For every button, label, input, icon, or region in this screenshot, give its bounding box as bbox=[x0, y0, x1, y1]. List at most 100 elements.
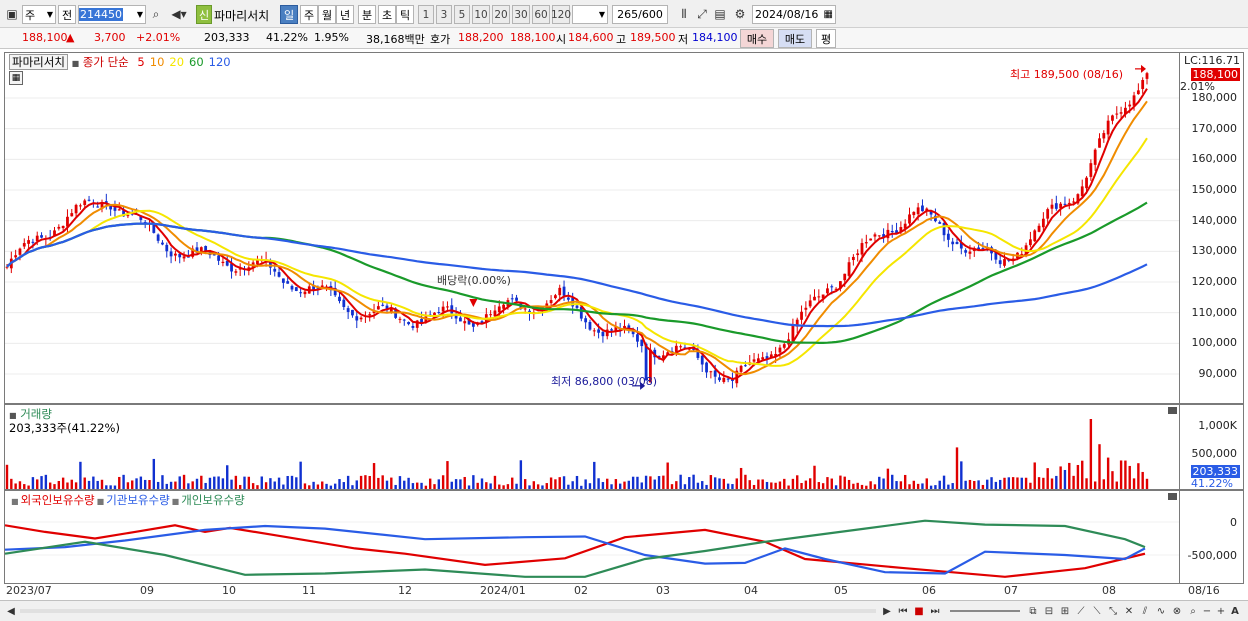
fibo-tool-icon[interactable]: ⟍ bbox=[1093, 605, 1101, 617]
cross-tool-icon[interactable]: ✕ bbox=[1124, 605, 1134, 617]
rewind-icon[interactable]: ⏮ bbox=[898, 605, 908, 617]
layout-icon[interactable]: ⊟ bbox=[1044, 605, 1054, 617]
volume-bar bbox=[601, 482, 605, 489]
volume-bar bbox=[346, 475, 350, 489]
period-tab[interactable]: 월 bbox=[318, 5, 336, 24]
font-size-icon[interactable]: A bbox=[1231, 605, 1239, 617]
interval-button[interactable]: 120 bbox=[551, 5, 571, 24]
pane-minimize-icon[interactable] bbox=[1168, 493, 1177, 500]
interval-button[interactable]: 5 bbox=[454, 5, 470, 24]
interval-button[interactable]: 20 bbox=[492, 5, 510, 24]
dividend-annotation: 배당락(0.00%) bbox=[437, 274, 511, 287]
line-tool-icon[interactable]: ⟋ bbox=[1077, 605, 1085, 617]
period-tab[interactable]: 년 bbox=[336, 5, 354, 24]
holdings-chart-pane[interactable]: ■ 외국인보유수량 ■ 기관보유수량 ■ 개인보유수량 bbox=[4, 490, 1180, 584]
candle-body bbox=[674, 345, 678, 352]
volume-bar bbox=[519, 460, 523, 489]
scrollbar-track[interactable] bbox=[20, 609, 876, 613]
interval-button[interactable]: 3 bbox=[436, 5, 452, 24]
minus-icon[interactable]: − bbox=[1202, 605, 1212, 617]
volume-bar bbox=[1072, 475, 1075, 489]
volume-bar bbox=[411, 483, 415, 489]
ma-legend-10: 10 bbox=[149, 55, 165, 69]
volume-bar bbox=[994, 481, 998, 489]
speed-slider[interactable] bbox=[950, 610, 1020, 612]
scroll-right-icon[interactable]: ▶ bbox=[883, 605, 891, 617]
interval-button[interactable]: 30 bbox=[512, 5, 530, 24]
scroll-toolbar: ◀ ▶ ⏮ ■ ⏭ ⧉ ⊟ ⊞ ⟋ ⟍ ⤡ ✕ ⫽ ∿ ⊗ ⌕ − + A bbox=[0, 600, 1248, 621]
volume-bar bbox=[752, 484, 756, 489]
speaker-icon[interactable]: ◀▾ bbox=[171, 7, 187, 21]
volume-current-tag: 203,333 bbox=[1190, 465, 1240, 478]
volume-chart-pane[interactable]: ■ 거래량 203,333주(41.22%) bbox=[4, 404, 1180, 490]
fast-forward-icon[interactable]: ⏭ bbox=[930, 605, 940, 617]
interval-custom-select[interactable]: ▼ bbox=[572, 5, 608, 24]
candle-body bbox=[1020, 253, 1024, 255]
volume-bar bbox=[817, 482, 821, 489]
interval-button[interactable]: 60 bbox=[532, 5, 550, 24]
high-annotation: 최고 189,500 (08/16) bbox=[1009, 68, 1123, 81]
period-tab[interactable]: 초 bbox=[378, 5, 396, 24]
scroll-left-icon[interactable]: ◀ bbox=[7, 605, 15, 617]
window-layout-icon[interactable]: ▣ bbox=[6, 7, 18, 21]
volume-bar bbox=[610, 484, 613, 489]
table-view-icon[interactable]: ▦ bbox=[9, 71, 23, 85]
trend-tool-icon[interactable]: ⤡ bbox=[1109, 605, 1117, 617]
split-icon[interactable]: ⊞ bbox=[1060, 605, 1070, 617]
stock-code-input[interactable]: 214450 ▼ bbox=[78, 5, 146, 24]
volume-bar bbox=[778, 481, 782, 489]
candle-body bbox=[597, 329, 600, 333]
gear-icon[interactable]: ⚙ bbox=[734, 7, 746, 21]
pane-minimize-icon[interactable] bbox=[1168, 407, 1177, 414]
volume-bar bbox=[1093, 481, 1097, 489]
chart-tools-icon[interactable]: ⤢ bbox=[697, 6, 707, 21]
volume-bar bbox=[372, 463, 376, 489]
price-chart-pane[interactable]: 파마리서치 ■ 종가 단순 5 10 20 60 120 ▦ 최고 189,500 (0… bbox=[4, 52, 1180, 404]
zoom-out-icon[interactable]: ⌕ bbox=[1190, 605, 1196, 617]
candle-body bbox=[1128, 104, 1132, 107]
volume-bar bbox=[204, 482, 207, 489]
volume-bar bbox=[277, 477, 281, 489]
stop-icon[interactable]: ■ bbox=[914, 605, 924, 617]
prev-button[interactable]: 전 bbox=[58, 5, 76, 24]
plus-icon[interactable]: + bbox=[1216, 605, 1226, 617]
interval-button[interactable]: 1 bbox=[418, 5, 434, 24]
search-icon[interactable]: ⌕ bbox=[152, 6, 160, 21]
wave-tool-icon[interactable]: ∿ bbox=[1156, 605, 1166, 617]
buy-button[interactable]: 매수 bbox=[740, 29, 774, 48]
count-total: /600 bbox=[638, 8, 663, 21]
interval-button[interactable]: 10 bbox=[472, 5, 490, 24]
calendar-icon[interactable]: ▦ bbox=[823, 9, 833, 20]
candle-body bbox=[273, 268, 277, 272]
volume-chart-svg[interactable] bbox=[5, 405, 1180, 490]
candle-body bbox=[35, 235, 39, 242]
price-chart-svg[interactable] bbox=[5, 53, 1180, 404]
magnet-icon[interactable]: ⊗ bbox=[1172, 605, 1182, 617]
price-y-axis[interactable]: LC:116.71 188,100 2.01% 180,000 170,000 16… bbox=[1180, 52, 1244, 404]
candle-body bbox=[1063, 203, 1067, 205]
candle-body bbox=[31, 241, 35, 243]
candle-type-icon[interactable]: ⫴ bbox=[681, 6, 687, 21]
avg-button[interactable]: 평 bbox=[816, 29, 836, 48]
holdings-chart-svg[interactable] bbox=[5, 491, 1180, 584]
candle-body bbox=[1106, 120, 1110, 135]
period-tab[interactable]: 일 bbox=[280, 5, 298, 24]
volume-bar bbox=[683, 484, 687, 489]
volume-y-axis[interactable]: 1,000K 500,000 203,333 41.22% bbox=[1180, 404, 1244, 490]
date-input[interactable]: 2024/08/16 ▦ bbox=[752, 5, 836, 24]
zoom-box-icon[interactable]: ⧉ bbox=[1029, 605, 1037, 617]
channel-tool-icon[interactable]: ⫽ bbox=[1142, 605, 1148, 617]
candle-body bbox=[1136, 90, 1140, 95]
holdings-y-axis[interactable]: 0 -500,000 bbox=[1180, 490, 1244, 584]
volume-bar bbox=[480, 478, 484, 489]
count-display[interactable]: 265/600 bbox=[612, 5, 668, 24]
period-tab[interactable]: 주 bbox=[300, 5, 318, 24]
sell-button[interactable]: 매도 bbox=[778, 29, 812, 48]
ma-legend-120: 120 bbox=[208, 55, 231, 69]
period-tab[interactable]: 분 bbox=[358, 5, 376, 24]
save-icon[interactable]: ▤ bbox=[714, 7, 726, 21]
period-tab[interactable]: 틱 bbox=[396, 5, 414, 24]
volume-bar bbox=[973, 480, 976, 489]
volume-bar bbox=[450, 481, 453, 489]
market-type-select[interactable]: 주 ▼ bbox=[22, 5, 56, 24]
